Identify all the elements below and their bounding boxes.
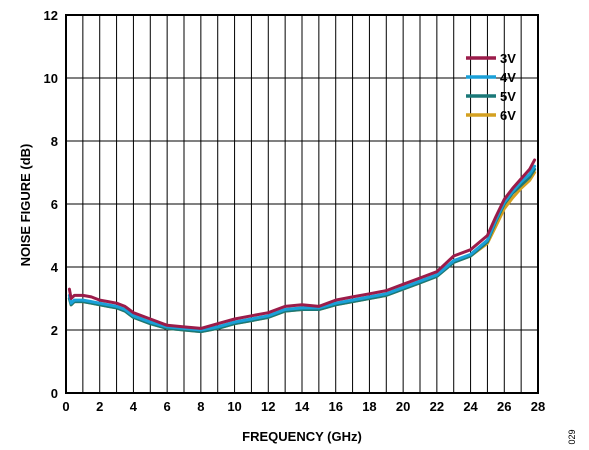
x-tick-label: 20 (396, 399, 410, 414)
legend-label-5v: 5V (500, 89, 516, 104)
x-tick-label: 16 (328, 399, 342, 414)
plot-frame (65, 14, 539, 394)
y-tick-label: 10 (44, 71, 58, 86)
x-tick-label: 4 (130, 399, 138, 414)
x-tick-label: 14 (295, 399, 310, 414)
y-tick-label: 0 (51, 386, 58, 401)
x-tick-label: 0 (62, 399, 69, 414)
x-tick-label: 18 (362, 399, 376, 414)
series-line-4v (67, 164, 537, 332)
x-tick-label: 6 (164, 399, 171, 414)
x-tick-label: 26 (497, 399, 511, 414)
x-tick-label: 12 (261, 399, 275, 414)
x-tick-labels: 0 2 4 6 8 10 12 14 16 18 20 22 24 26 28 (62, 399, 545, 414)
legend-label-6v: 6V (500, 108, 516, 123)
legend-label-4v: 4V (500, 70, 516, 85)
y-tick-label: 12 (44, 8, 58, 23)
x-tick-label: 2 (96, 399, 103, 414)
series-line-3v (67, 158, 537, 330)
x-tick-label: 8 (197, 399, 204, 414)
figure-id: 029 (567, 429, 577, 444)
y-tick-label: 2 (51, 323, 58, 338)
legend: 3V 4V 5V 6V (466, 51, 516, 123)
x-tick-label: 28 (531, 399, 545, 414)
x-tick-label: 24 (463, 399, 478, 414)
series-lines (67, 158, 537, 334)
y-axis-title: NOISE FIGURE (dB) (18, 144, 33, 267)
y-tick-label: 6 (51, 197, 58, 212)
x-tick-label: 22 (430, 399, 444, 414)
y-tick-labels: 0 2 4 6 8 10 12 (44, 8, 59, 401)
grid-lines (65, 14, 539, 394)
x-axis-title: FREQUENCY (GHz) (242, 429, 362, 444)
x-tick-label: 10 (227, 399, 241, 414)
y-tick-label: 8 (51, 134, 58, 149)
y-tick-label: 4 (51, 260, 59, 275)
legend-label-3v: 3V (500, 51, 516, 66)
